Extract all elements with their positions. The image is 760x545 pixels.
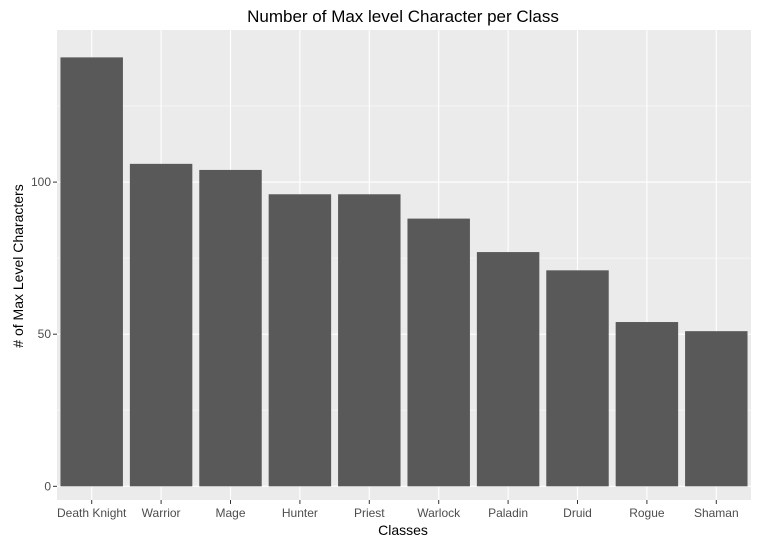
y-tick-label: 100 <box>31 175 51 189</box>
y-tick-label: 50 <box>38 327 52 341</box>
x-tick-label: Shaman <box>694 506 739 520</box>
chart-title: Number of Max level Character per Class <box>247 7 559 26</box>
x-tick-label: Paladin <box>488 506 528 520</box>
bar-mage <box>199 169 262 487</box>
axis-ticks <box>53 181 717 504</box>
x-axis-title: Classes <box>378 522 428 538</box>
x-tick-label: Priest <box>354 506 385 520</box>
x-tick-label: Death Knight <box>57 506 127 520</box>
bar-death-knight <box>60 57 123 487</box>
bar-warrior <box>129 163 193 487</box>
bars <box>60 57 748 487</box>
x-tick-label: Mage <box>215 506 245 520</box>
bar-warlock <box>407 218 470 487</box>
bar-druid <box>546 270 609 487</box>
tick-labels: 0 50 100 Death Knight Warrior Mage Hunter Pries… <box>31 175 739 520</box>
y-axis-title: # of Max Level Characters <box>10 184 26 347</box>
x-tick-label: Warrior <box>142 506 181 520</box>
x-tick-label: Hunter <box>282 506 318 520</box>
x-tick-label: Rogue <box>629 506 665 520</box>
x-tick-label: Warlock <box>417 506 461 520</box>
bar-rogue <box>615 322 679 487</box>
bar-priest <box>338 194 401 487</box>
x-tick-label: Druid <box>563 506 592 520</box>
bar-shaman <box>685 331 748 487</box>
y-tick-label: 0 <box>44 479 51 493</box>
bar-paladin <box>476 252 540 487</box>
bar-hunter <box>268 194 332 487</box>
